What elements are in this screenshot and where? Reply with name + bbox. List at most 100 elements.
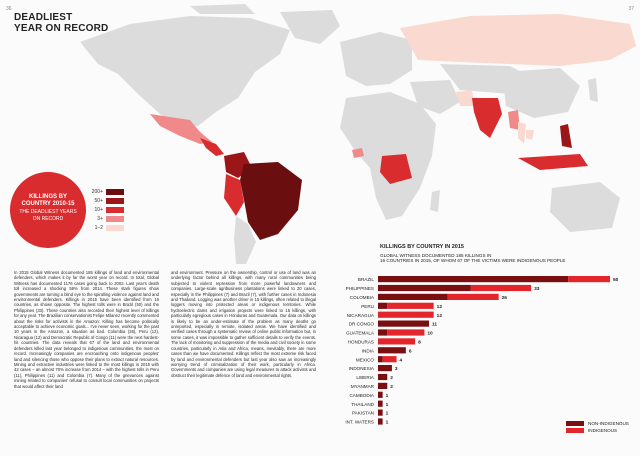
bar-total-label: 10 (427, 331, 433, 337)
bar-indigenous (382, 356, 397, 363)
bar-total-label: 1 (386, 411, 389, 417)
page-number-right: 37 (628, 6, 634, 12)
category-label: PERU (361, 304, 374, 309)
chart-subtitle-line-2: 16 COUNTRIES IN 2015, OF WHOM 67 OF THE … (380, 258, 566, 264)
non-indigenous-swatch (566, 421, 584, 426)
category-label: THAILAND (351, 402, 374, 407)
map-greenland (280, 10, 340, 44)
category-label: INDONESIA (349, 366, 375, 371)
bar-indigenous (447, 293, 499, 300)
map-legend-swatch (106, 188, 124, 195)
bar-total-label: 50 (613, 277, 619, 283)
chart-legend-row: NON-INDIGENOUS (566, 420, 629, 427)
bar-total-label: 26 (502, 295, 508, 301)
bar-total-label: 1 (386, 393, 389, 399)
map-japan (588, 78, 598, 102)
map-legend-swatch (106, 224, 124, 231)
bar-total-label: 12 (437, 304, 443, 310)
badge-title-line-1: KILLINGS BY (28, 194, 67, 200)
map-dr-congo (380, 154, 412, 184)
bar-total-label: 8 (418, 340, 421, 346)
world-map (80, 4, 636, 264)
map-indonesia (518, 154, 588, 170)
bar-non-indigenous (378, 400, 383, 407)
map-myanmar (508, 110, 520, 130)
bar-non-indigenous (378, 347, 406, 354)
category-label: CAMBODIA (349, 393, 374, 398)
bar-non-indigenous (378, 373, 388, 381)
chart-legend: NON-INDIGENOUS INDIGENOUS (566, 420, 629, 434)
bar-non-indigenous (378, 276, 569, 283)
map-southern-cone (234, 216, 256, 264)
bar-total-label: 11 (432, 322, 437, 328)
bar-indigenous (470, 284, 532, 292)
map-middle-east (410, 80, 460, 114)
title-line-2: YEAR ON RECORD (14, 23, 109, 34)
map-pakistan (456, 90, 474, 106)
badge-subtitle-line-2: ON RECORD (32, 216, 64, 222)
bar-total-label: 1 (386, 420, 389, 426)
map-legend-swatch (106, 206, 124, 213)
bar-non-indigenous (378, 356, 383, 363)
category-label: BRAZIL (358, 277, 375, 282)
category-label: COLOMBIA (350, 295, 375, 300)
bar-total-label: 33 (534, 286, 540, 292)
map-legend-row: 3+ (88, 214, 124, 223)
map-legend-label: 10+ (94, 206, 103, 213)
badge-title-line-2: COUNTRY 2010-15 (21, 201, 75, 207)
map-legend-swatch (106, 215, 124, 222)
chart-title: KILLINGS BY COUNTRY IN 2015 (380, 244, 464, 250)
map-liberia (352, 148, 364, 158)
bar-non-indigenous (378, 365, 392, 372)
category-label: PHILIPPINES (346, 286, 374, 291)
chart-legend-row: INDIGENOUS (566, 427, 629, 434)
map-europe (340, 32, 412, 86)
bar-total-label: 3 (395, 366, 398, 372)
article-column-1: In 2015 Global Witness documented 185 ki… (14, 270, 159, 389)
map-legend: 200+ 50+ 10+ 3+ 1–2 (88, 187, 124, 232)
category-label: INT. WATERS (345, 420, 374, 425)
category-label: LIBERIA (356, 375, 375, 380)
map-legend-row: 1–2 (88, 223, 124, 232)
category-label: NICARAGUA (347, 313, 375, 318)
badge-subtitle-line-1: THE DEADLIEST YEARS (19, 209, 77, 215)
chart-subtitle: GLOBAL WITNESS DOCUMENTED 185 KILLINGS I… (380, 253, 640, 264)
bar-indigenous (378, 311, 434, 318)
map-legend-label: 200+ (91, 188, 103, 195)
bar-total-label: 6 (409, 348, 412, 354)
bar-non-indigenous (378, 382, 388, 389)
bar-non-indigenous (378, 329, 388, 336)
category-label: MEXICO (356, 357, 375, 362)
map-australia (550, 182, 620, 232)
map-legend-row: 50+ (88, 196, 124, 205)
indigenous-label: INDIGENOUS (588, 428, 618, 433)
bar-total-label: 2 (390, 384, 393, 390)
bar-indigenous (387, 302, 434, 309)
title-line-1: DEADLIEST (14, 12, 73, 23)
bar-indigenous (387, 329, 425, 336)
bar-total-label: 2 (390, 375, 393, 381)
map-thailand (518, 122, 526, 144)
map-peru (224, 174, 244, 216)
bar-non-indigenous (378, 409, 383, 416)
article-column-2: and environment. Pressure on the ownersh… (171, 270, 316, 378)
bar-non-indigenous (378, 320, 430, 327)
bar-non-indigenous (378, 302, 388, 309)
bar-total-label: 4 (400, 357, 403, 363)
map-legend-row: 10+ (88, 205, 124, 214)
map-north-america (80, 16, 290, 128)
map-philippines (560, 124, 572, 148)
map-india (472, 98, 502, 138)
bar-non-indigenous (378, 391, 383, 398)
indigenous-swatch (566, 428, 584, 433)
map-cambodia (526, 130, 534, 140)
map-madagascar (430, 190, 440, 212)
map-legend-row: 200+ (88, 187, 124, 196)
map-legend-label: 50+ (94, 197, 103, 204)
category-label: GUATEMALA (346, 331, 375, 336)
page-number-left: 36 (6, 6, 12, 12)
bar-total-label: 1 (386, 402, 389, 408)
bar-indigenous (378, 338, 416, 345)
category-label: MYANMAR (351, 384, 375, 389)
